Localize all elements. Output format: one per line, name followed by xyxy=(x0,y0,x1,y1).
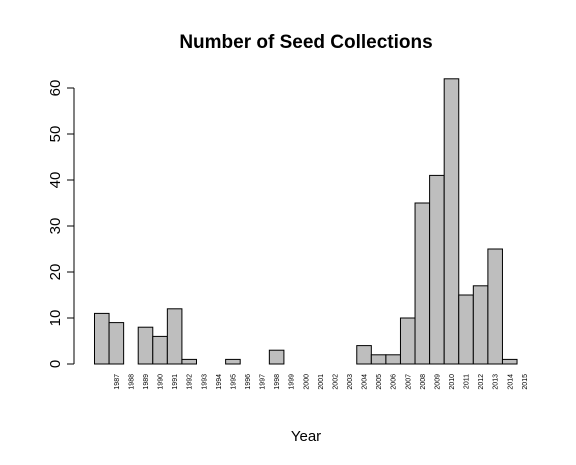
bars-group xyxy=(94,78,518,365)
y-tick-label-20: 20 xyxy=(47,264,64,281)
y-tick-label-30: 30 xyxy=(47,218,64,235)
bar-2008 xyxy=(414,202,431,365)
x-tick-label-2006: 2006 xyxy=(391,374,398,390)
x-tick-labels: 1987 1988 1989 1990 1991 1992 1993 1994 1995 1996… xyxy=(114,374,529,390)
x-tick-label-2004: 2004 xyxy=(362,374,369,390)
bar-1991 xyxy=(166,308,183,365)
bar-2004 xyxy=(356,345,372,365)
bar-1995 xyxy=(225,358,241,365)
bar-1986 xyxy=(94,312,110,365)
y-axis: 0 10 20 30 40 50 60 xyxy=(47,80,75,368)
y-tick-label-60: 60 xyxy=(47,80,64,97)
x-tick-label-1995: 1995 xyxy=(230,374,237,390)
chart-title: Number of Seed Collections xyxy=(179,32,432,53)
x-tick-label-2007: 2007 xyxy=(405,374,412,390)
y-tick-label-10: 10 xyxy=(47,310,64,327)
bar-2005 xyxy=(370,354,387,365)
x-tick-label-1997: 1997 xyxy=(260,374,267,390)
bar-1990 xyxy=(152,335,168,365)
x-tick-label-2005: 2005 xyxy=(376,374,383,390)
bar-1987 xyxy=(108,322,125,365)
x-tick-label-1992: 1992 xyxy=(187,374,194,390)
x-tick-label-2015: 2015 xyxy=(522,374,529,390)
bar-2013 xyxy=(487,248,503,365)
x-tick-label-2003: 2003 xyxy=(347,374,354,390)
x-tick-label-2009: 2009 xyxy=(434,374,441,390)
y-tick-label-0: 0 xyxy=(47,360,64,368)
x-tick-label-2013: 2013 xyxy=(493,374,500,390)
x-tick-label-2010: 2010 xyxy=(449,374,456,390)
y-tick-label-40: 40 xyxy=(47,172,64,189)
x-tick-label-1990: 1990 xyxy=(158,374,165,390)
x-tick-label-1998: 1998 xyxy=(274,374,281,390)
y-tick-label-50: 50 xyxy=(47,126,64,143)
x-tick-label-2002: 2002 xyxy=(332,374,339,390)
bar-2014 xyxy=(501,358,518,365)
x-tick-label-1988: 1988 xyxy=(128,374,135,390)
x-tick-label-2000: 2000 xyxy=(303,374,310,390)
x-tick-label-1996: 1996 xyxy=(245,374,252,390)
x-tick-label-1989: 1989 xyxy=(143,374,150,390)
bar-2006 xyxy=(385,354,401,365)
x-axis-label: Year xyxy=(291,428,321,445)
x-tick-label-1987: 1987 xyxy=(114,374,121,390)
x-tick-label-2014: 2014 xyxy=(507,374,514,390)
x-tick-label-1991: 1991 xyxy=(172,374,179,390)
bar-1992 xyxy=(181,358,197,365)
x-tick-label-2001: 2001 xyxy=(318,374,325,390)
bar-2007 xyxy=(399,317,416,365)
bar-2010 xyxy=(443,78,460,365)
x-tick-label-2012: 2012 xyxy=(478,374,485,390)
bar-1989 xyxy=(137,326,154,365)
x-tick-label-2008: 2008 xyxy=(420,374,427,390)
x-tick-label-1999: 1999 xyxy=(289,374,296,390)
bar-2011 xyxy=(458,294,474,365)
bar-1998 xyxy=(268,349,285,365)
bar-2012 xyxy=(472,285,489,365)
x-tick-label-1993: 1993 xyxy=(201,374,208,390)
bar-2009 xyxy=(429,174,445,365)
x-tick-label-2011: 2011 xyxy=(464,374,471,389)
x-tick-label-1994: 1994 xyxy=(216,374,223,390)
